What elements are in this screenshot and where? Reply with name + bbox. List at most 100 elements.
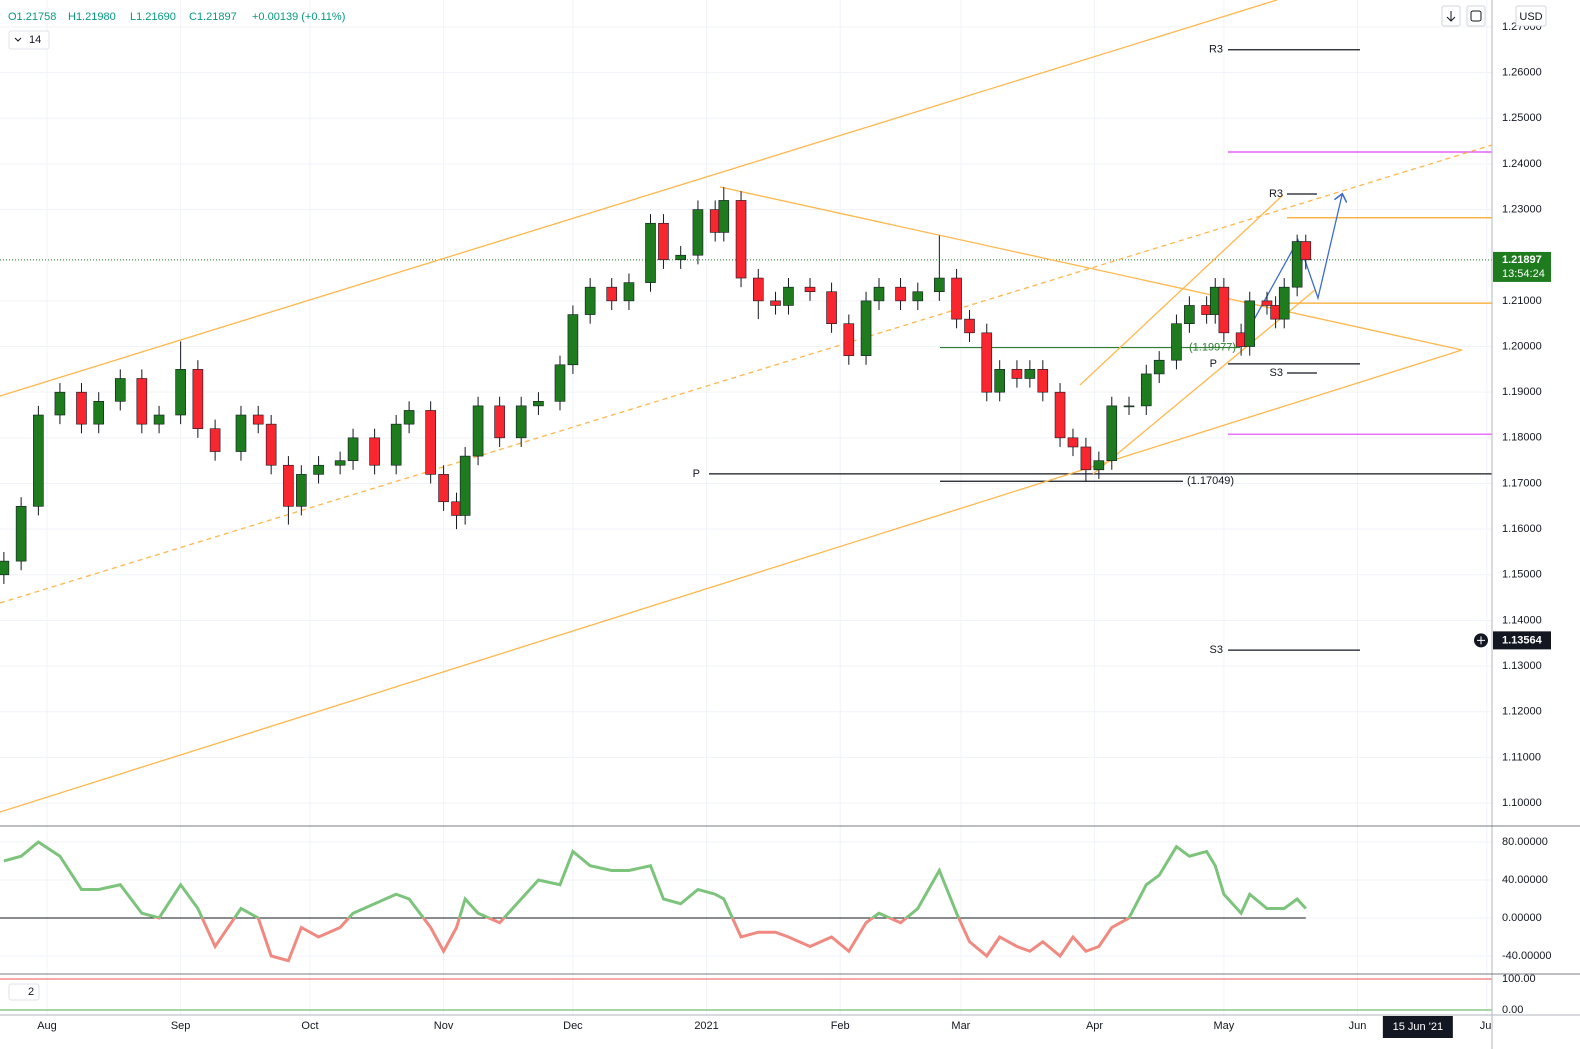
y-tick-label: 1.21000 [1502,295,1542,307]
y-tick-label: 1.16000 [1502,523,1542,535]
indicator-count: 2 [28,986,34,998]
crosshair-date-label: 15 Jun '21 [1393,1021,1443,1033]
reset-button[interactable] [1466,5,1486,27]
y-tick-label: 1.24000 [1502,158,1542,170]
y-tick-label: 100.00 [1502,973,1536,985]
descending-line [719,186,1463,351]
candle-body [438,474,449,503]
candle-body [912,291,924,302]
chevron-icon [14,37,22,42]
candle-body [1093,460,1105,471]
level-label: (1.19977) [1189,341,1236,353]
candle-body [554,364,566,402]
candle-body [334,460,346,466]
y-tick-label: 1.11000 [1502,751,1541,763]
y-tick-label: 1.12000 [1502,706,1542,718]
candle-body [718,200,730,233]
candle-body [981,332,993,393]
candle-body [313,464,324,475]
trend-drawings [0,0,1492,813]
candle-body [1067,437,1079,448]
projection-path [1239,195,1342,346]
ohlc-low: L1.21690 [130,11,176,23]
candle-body [209,428,221,452]
indicator-toggle[interactable] [8,30,50,50]
x-tick-label: Oct [301,1020,318,1032]
y-tick-label: 1.14000 [1502,614,1542,626]
candle-body [265,423,277,466]
candle-body [567,314,579,366]
candle-body [369,437,380,466]
indicator-toggle[interactable] [8,983,40,1001]
x-tick-label: Nov [434,1020,454,1032]
y-tick-label: 40.00000 [1502,874,1548,886]
level-label: S3 [1210,644,1223,656]
y-tick-label: 0.00000 [1502,912,1542,924]
currency: USD [1519,11,1542,23]
level-label: P [1210,358,1217,370]
candle-body [54,391,66,416]
candle-body [390,423,402,466]
mid-channel [0,144,1492,604]
candle-body [804,286,816,293]
y-tick-label: 0.00 [1502,1004,1523,1016]
candle-body [296,474,307,507]
candle-body [347,437,359,461]
candle-body [606,286,618,302]
candle-body [1024,369,1036,379]
y-tick-label: 1.20000 [1502,340,1542,352]
candle-body [153,414,165,425]
x-tick-label: Dec [563,1020,583,1032]
y-tick-label: 1.19000 [1502,386,1542,398]
x-tick-label: May [1213,1020,1234,1032]
upper-channel [0,0,1278,397]
candle-body [114,378,126,402]
x-tick-label: Feb [831,1020,850,1032]
y-tick-label: 1.13000 [1502,660,1542,672]
candle-body [584,286,596,315]
candle-body [403,410,415,425]
candles [0,187,1312,584]
candle-body [934,277,945,293]
candle-body [658,222,669,261]
x-tick-label: Aug [37,1020,57,1032]
candle-body [1011,369,1023,379]
candle-body [93,401,105,425]
lower-channel [0,349,1463,813]
candle-body [645,222,656,283]
candle-body [136,378,148,425]
candle-body [472,405,484,457]
candle-body [252,414,264,425]
wedge-lower [1092,289,1316,475]
candle-body [623,282,635,302]
x-tick-label: Jul [1480,1020,1494,1032]
candle-body [235,414,247,452]
ohlc-change: +0.00139 (+0.11%) [252,11,345,23]
candle-body [1153,359,1165,375]
crosshair-date-box [1382,1016,1453,1038]
ohlc-close: C1.21897 [189,11,237,23]
candle-body [1184,305,1195,324]
y-tick-label: 1.18000 [1502,432,1542,444]
oscillator-line-positive [3,840,1307,918]
candle-body [675,254,686,261]
candle-body [1244,300,1256,347]
y-tick-label: 1.26000 [1502,66,1542,78]
level-label: R3 [1269,188,1283,200]
candle-body [494,405,505,439]
currency-button[interactable] [1515,5,1547,27]
candle-body [0,560,10,576]
candle-body [826,291,837,324]
arrow-down-icon [1446,11,1456,22]
candle-body [1291,241,1303,288]
candle-body [1106,405,1118,461]
candle-body [1261,300,1273,306]
ohlc-open: O1.21758 [8,11,56,23]
candle-body [735,200,747,279]
last-price-box [1493,251,1551,282]
crosshair-price-box [1493,631,1551,650]
candle-body [192,369,204,430]
x-tick-label: Apr [1086,1020,1103,1032]
